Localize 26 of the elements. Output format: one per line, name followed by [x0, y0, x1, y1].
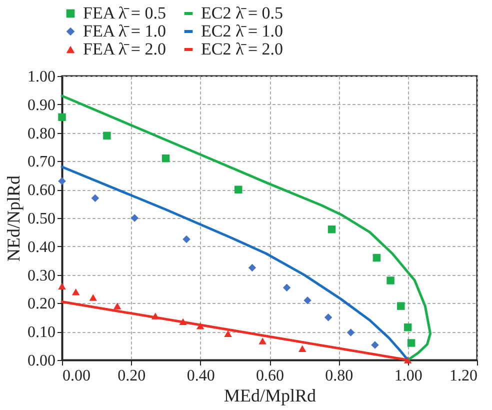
- x-tick-label: 1.20: [450, 368, 478, 384]
- legend-label: FEA λ̄ = 0.5: [83, 4, 166, 22]
- legend-label: EC2 λ̄ = 0.5: [201, 4, 284, 22]
- legend-label: FEA λ̄ = 1.0: [83, 22, 166, 40]
- legend-label: EC2 λ̄ = 2.0: [201, 40, 284, 58]
- x-tick-label: 0.00: [62, 368, 90, 384]
- x-axis-title: MEd/MplRd: [224, 386, 316, 406]
- x-tick-label: 0.80: [325, 368, 354, 384]
- y-tick-label: 0.40: [28, 238, 56, 256]
- y-tick-label: 0.80: [28, 125, 56, 142]
- y-tick-label: 0.50: [28, 210, 56, 228]
- y-tick-label: 0.20: [28, 296, 56, 313]
- y-tick-label: 0.90: [28, 96, 56, 114]
- y-tick-label: 0.10: [28, 324, 56, 342]
- x-tick-label: 0.60: [256, 368, 284, 384]
- y-tick-label: 0.00: [28, 352, 56, 370]
- y-tick-label: 0.70: [28, 154, 56, 171]
- y-axis-title: NEd/NplRd: [4, 175, 24, 262]
- x-tick-label: 1.00: [394, 368, 422, 384]
- legend-label: FEA λ̄ = 2.0: [83, 40, 166, 58]
- x-tick-label: 0.40: [186, 368, 215, 384]
- y-tick-label: 0.60: [28, 182, 56, 200]
- x-tick-label: 0.20: [118, 368, 146, 384]
- y-tick-label: 0.30: [28, 267, 56, 284]
- legend-label: EC2 λ̄ = 1.0: [201, 22, 284, 40]
- y-tick-label: 1.00: [28, 68, 56, 86]
